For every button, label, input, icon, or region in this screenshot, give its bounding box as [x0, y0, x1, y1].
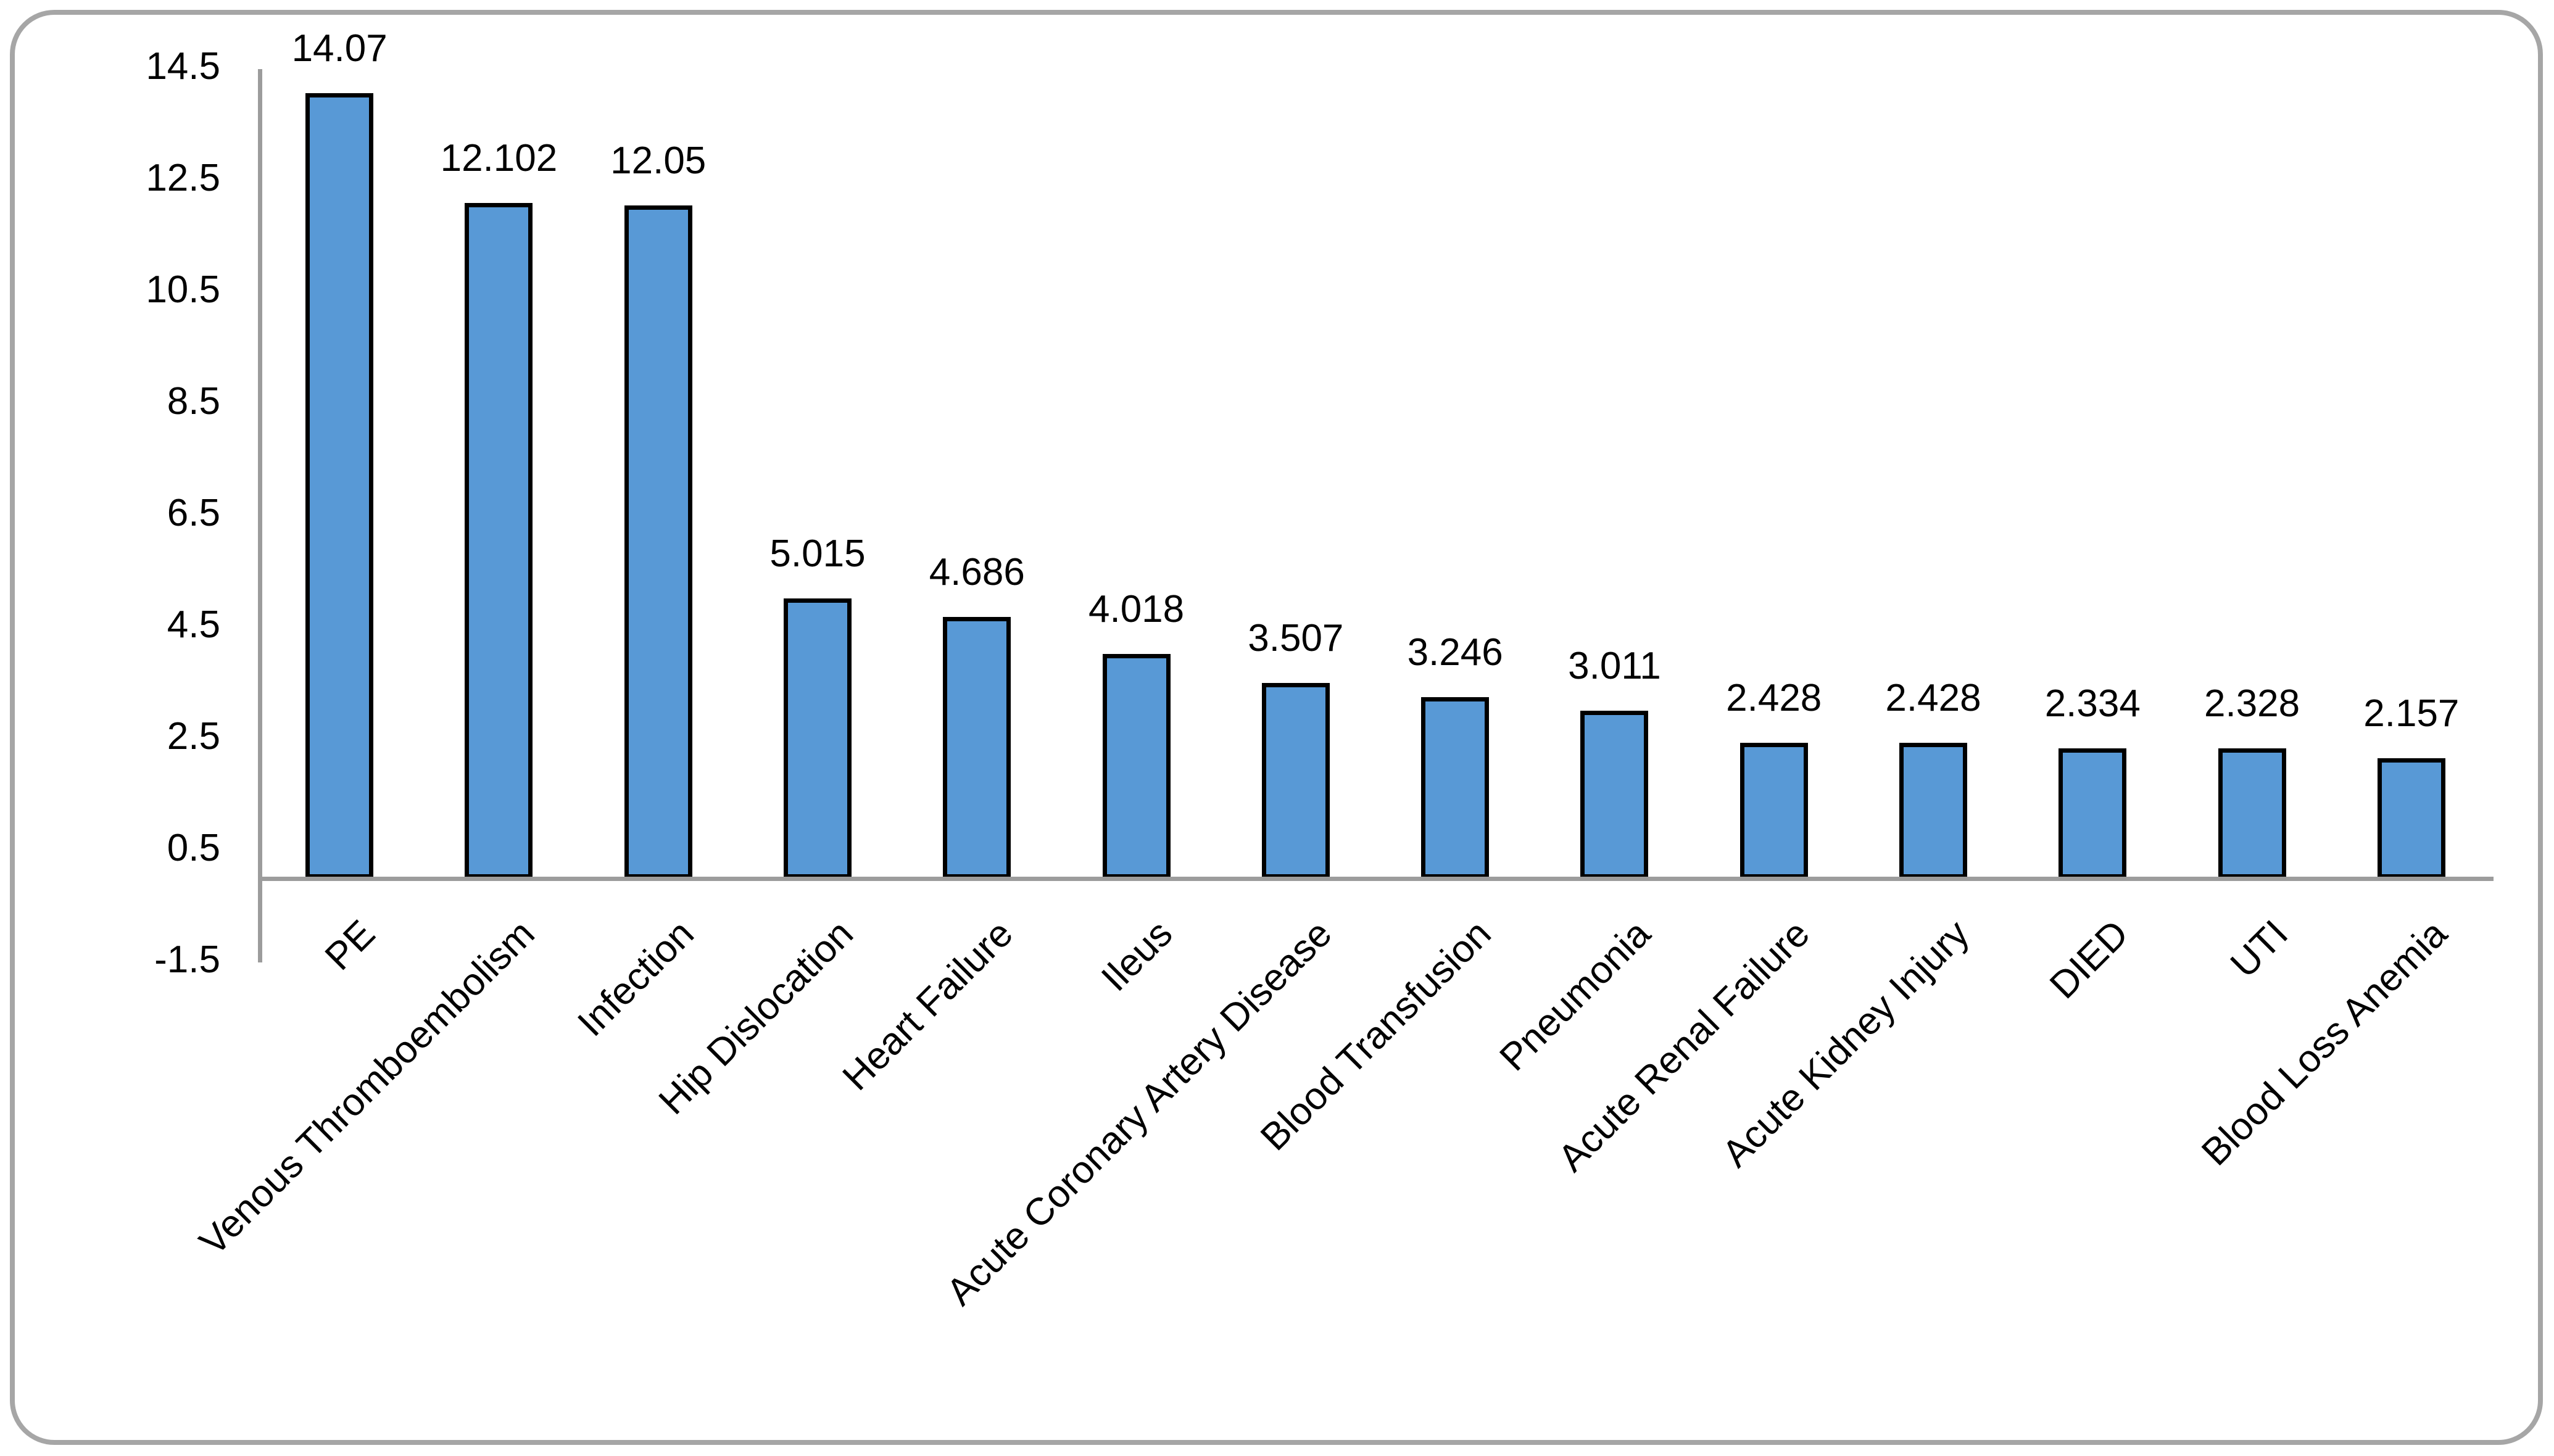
bar-value-label: 4.686 — [929, 550, 1025, 594]
x-axis-category-label: Heart Failure — [834, 912, 1021, 1099]
y-axis-tick-label: 12.5 — [146, 156, 220, 199]
bar — [1421, 697, 1490, 879]
bar-value-label: 3.011 — [1568, 644, 1661, 687]
bar — [1102, 654, 1171, 879]
y-axis-tick-label: 14.5 — [146, 44, 220, 88]
y-axis-tick-label: 6.5 — [167, 491, 220, 534]
x-axis-category-label: Pneumonia — [1491, 912, 1659, 1080]
bar-value-label: 12.102 — [440, 136, 558, 180]
bar-value-label: 2.157 — [2363, 692, 2460, 735]
y-axis-tick-label: 4.5 — [167, 603, 220, 646]
bar-value-label: 14.07 — [291, 27, 388, 70]
y-axis-tick-label: 2.5 — [167, 714, 220, 758]
bar-value-label: 2.328 — [2204, 682, 2300, 726]
bar — [1261, 682, 1330, 879]
y-axis-tick-label: 10.5 — [146, 268, 220, 311]
x-axis-category-label: Venous Thromboembolism — [191, 912, 543, 1264]
bar-value-label: 3.507 — [1248, 616, 1344, 660]
x-axis-category-label: Infection — [570, 912, 703, 1045]
y-axis-tick-label: 8.5 — [167, 379, 220, 423]
y-axis-line — [257, 68, 262, 962]
bar — [1899, 743, 1967, 879]
bar-value-label: 12.05 — [610, 139, 707, 183]
bar — [465, 202, 533, 879]
x-axis-category-label: PE — [317, 912, 384, 978]
x-axis-category-label: UTI — [2222, 912, 2296, 986]
x-axis-category-label: Ileus — [1093, 912, 1180, 999]
bar-value-label: 2.428 — [1885, 677, 1981, 720]
bar — [1739, 743, 1808, 879]
bar-value-label: 4.018 — [1088, 588, 1185, 631]
x-axis-line — [257, 876, 2494, 881]
bar — [2218, 748, 2286, 879]
bar-value-label: 2.334 — [2044, 682, 2141, 725]
bar — [943, 616, 1011, 879]
x-axis-category-label: DIED — [2042, 912, 2137, 1007]
bar — [2059, 748, 2127, 879]
bar-value-label: 2.428 — [1726, 677, 1822, 720]
y-axis-tick-label: -1.5 — [154, 938, 220, 981]
bar — [2377, 758, 2445, 879]
bar-value-label: 5.015 — [769, 532, 866, 576]
bar — [1580, 710, 1649, 879]
bar — [305, 93, 374, 879]
bar-value-label: 3.246 — [1407, 631, 1503, 674]
y-axis-tick-label: 0.5 — [167, 826, 220, 869]
bar — [624, 205, 692, 879]
bar — [784, 598, 852, 879]
